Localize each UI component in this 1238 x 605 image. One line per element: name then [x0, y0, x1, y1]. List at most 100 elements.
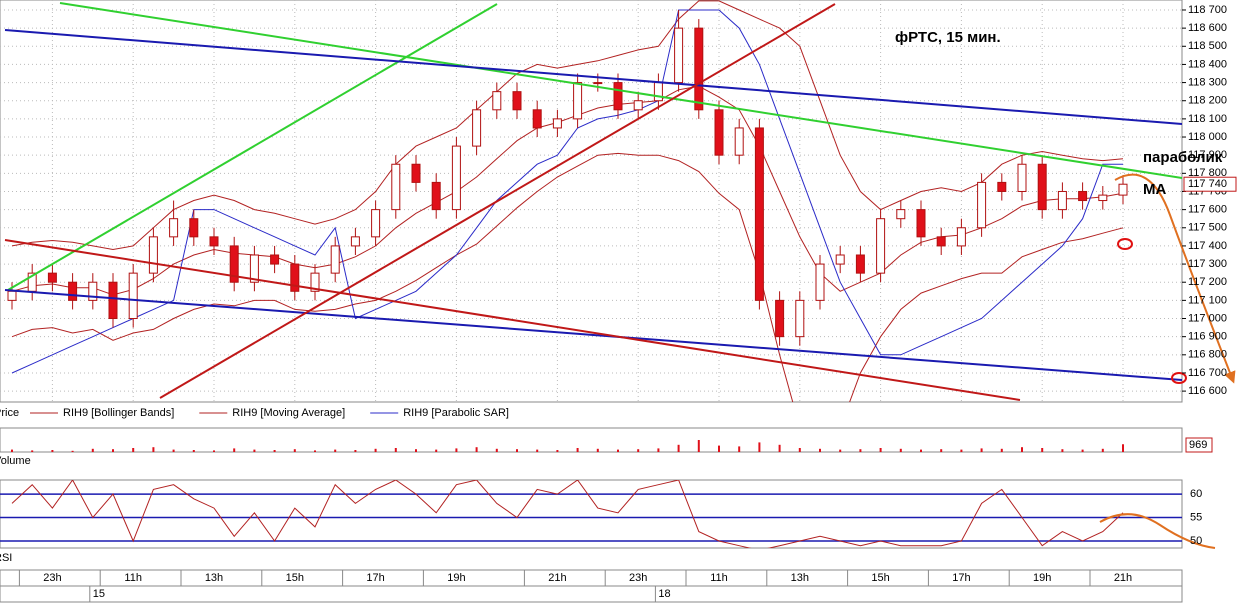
candle-body [68, 281, 78, 301]
candle-body [552, 118, 562, 129]
x-tick-label: 11h [124, 572, 142, 584]
volume-bar [576, 448, 579, 452]
volume-bar [758, 442, 761, 452]
rsi-line [11, 480, 1124, 548]
marker-circle [1171, 372, 1187, 384]
volume-bar [91, 448, 94, 452]
last-price-label: 117 740 [1188, 178, 1227, 190]
annotation: фРТС, 15 мин. [895, 29, 1001, 46]
y-tick-label: 55 [1190, 511, 1202, 523]
y-tick-label: 116 600 [1188, 385, 1227, 397]
candle-body [451, 145, 461, 211]
x-tick-label: 19h [1033, 572, 1051, 584]
y-tick-label: 117 600 [1188, 204, 1227, 216]
volume-bar [920, 449, 922, 452]
candle-body [674, 27, 684, 84]
candle-body [1098, 194, 1108, 202]
x-tick-label: 21h [1114, 572, 1132, 584]
volume-bar [556, 450, 559, 452]
x-tick-label: 13h [791, 572, 809, 584]
candle-body [431, 181, 441, 211]
candle-body [613, 82, 623, 111]
candle-body [532, 109, 542, 129]
volume-bar [152, 447, 155, 452]
volume-bar [697, 440, 700, 452]
panel-label: Volume [0, 455, 31, 467]
candle-body [795, 299, 805, 338]
volume-bar [859, 449, 862, 452]
x-tick-label: 15h [286, 572, 304, 584]
candle-body [411, 163, 421, 183]
candle-body [1037, 163, 1047, 211]
y-tick-label: 117 400 [1188, 240, 1227, 252]
bollinger-upper [11, 0, 1124, 251]
candle-body [997, 181, 1007, 192]
y-tick-label: 117 500 [1188, 222, 1227, 234]
volume-bar [293, 449, 296, 452]
y-tick-label: 117 800 [1188, 167, 1227, 179]
y-tick-label: 117 900 [1188, 149, 1227, 161]
volume-bar [940, 449, 943, 452]
volume-bar [516, 449, 518, 452]
candle-body [936, 236, 946, 247]
volume-bar [617, 449, 619, 452]
volume-bar [253, 449, 256, 452]
volume-label: 969 [1189, 439, 1207, 451]
date-label: 18 [658, 588, 670, 600]
volume-bar [314, 450, 316, 452]
y-tick-label: 116 700 [1188, 367, 1227, 379]
volume-bar [213, 450, 215, 452]
candle-body [290, 263, 300, 292]
candle-body [714, 109, 724, 156]
volume-bar [1000, 448, 1003, 452]
candle-body [977, 181, 987, 229]
y-tick-label: 118 400 [1188, 58, 1227, 70]
y-tick-label: 50 [1190, 535, 1202, 547]
candle-body [694, 27, 704, 111]
y-tick-label: 118 200 [1188, 95, 1227, 107]
x-tick-label: 15h [871, 572, 889, 584]
candle-body [189, 218, 199, 238]
legend-label: RIH9 [Bollinger Bands] [63, 407, 174, 419]
forecast-arrow [1114, 173, 1236, 384]
annotation: МА [1143, 181, 1166, 198]
candle-body [108, 281, 118, 320]
legend-label: RIH9 [Parabolic SAR] [403, 407, 509, 419]
volume-bar [11, 449, 13, 452]
candle-body [330, 245, 340, 274]
candle-body [956, 227, 966, 247]
y-tick-label: 60 [1190, 488, 1202, 500]
volume-bar [435, 449, 438, 452]
forecast-arrow [1099, 513, 1216, 549]
candle-body [1017, 163, 1027, 192]
volume-bar [31, 450, 34, 452]
y-tick-label: 118 500 [1188, 40, 1227, 52]
volume-bar [738, 446, 741, 452]
candle-body [1057, 190, 1067, 211]
candle-body [573, 82, 583, 120]
y-tick-label: 117 200 [1188, 276, 1227, 288]
last-price-box [1183, 176, 1237, 192]
y-tick-label: 118 700 [1188, 4, 1227, 16]
candle-body [350, 236, 360, 247]
x-tick-label: 13h [205, 572, 223, 584]
marker-circle [1117, 238, 1133, 250]
volume-bar [112, 449, 114, 452]
volume-bar [819, 448, 821, 452]
volume-bar [839, 449, 842, 452]
volume-panel [0, 427, 1183, 453]
candle-body [1118, 183, 1128, 196]
candle-body [734, 127, 744, 156]
volume-bar [1021, 447, 1023, 452]
candle-body [391, 163, 401, 211]
y-tick-label: 118 100 [1188, 113, 1227, 125]
volume-bar [334, 449, 337, 452]
candle-body [916, 209, 926, 238]
candle-body [229, 245, 239, 283]
trend-line [4, 239, 1021, 401]
candle-body [896, 209, 906, 220]
volume-bar [980, 448, 983, 452]
candle-body [633, 100, 643, 111]
trend-line [4, 29, 1182, 125]
volume-bar [879, 448, 882, 452]
